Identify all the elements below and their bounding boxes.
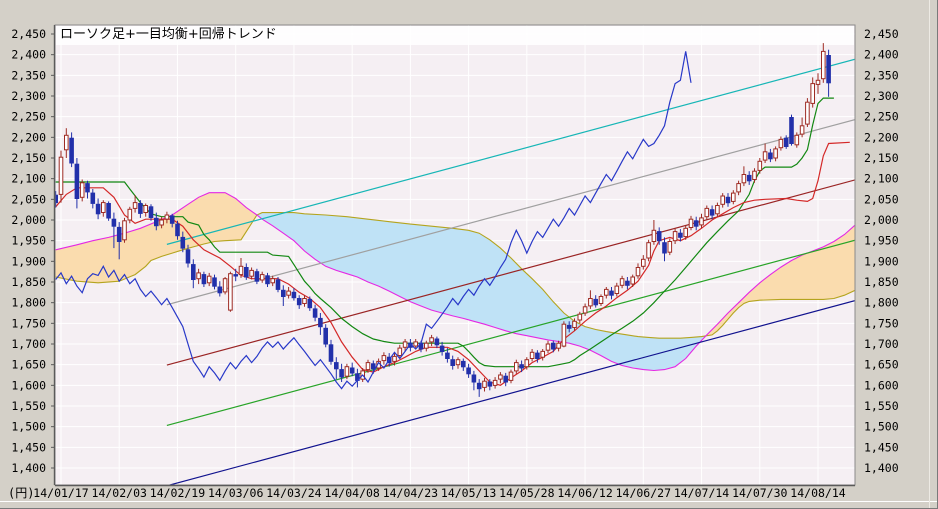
chikou-span-layer (55, 51, 692, 390)
svg-text:1,850: 1,850 (11, 275, 46, 289)
candlestick-layer (55, 43, 831, 397)
svg-text:1,500: 1,500 (11, 420, 46, 434)
svg-text:2,350: 2,350 (11, 68, 46, 82)
svg-text:2,450: 2,450 (11, 27, 46, 41)
svg-text:2,200: 2,200 (11, 130, 46, 144)
svg-text:2,250: 2,250 (11, 110, 46, 124)
svg-text:14/07/14: 14/07/14 (674, 486, 729, 500)
svg-text:1,950: 1,950 (864, 234, 899, 248)
x-axis-labels: 14/01/17 14/02/03 14/02/19 14/03/06 14/03/24… (33, 486, 845, 500)
svg-text:1,500: 1,500 (864, 420, 899, 434)
svg-text:2,000: 2,000 (11, 213, 46, 227)
y-axis-labels: 1,400 1,400 1,450 1,450 1,500 1,500 1,550 1,550… (8, 27, 899, 500)
svg-text:1,550: 1,550 (11, 399, 46, 413)
svg-text:14/05/13: 14/05/13 (441, 486, 496, 500)
svg-text:1,950: 1,950 (11, 234, 46, 248)
svg-text:14/06/12: 14/06/12 (557, 486, 612, 500)
svg-text:1,750: 1,750 (864, 316, 899, 330)
svg-text:1,700: 1,700 (11, 337, 46, 351)
svg-text:2,300: 2,300 (11, 89, 46, 103)
svg-text:2,150: 2,150 (11, 151, 46, 165)
svg-text:2,100: 2,100 (11, 172, 46, 186)
svg-text:14/05/28: 14/05/28 (499, 486, 554, 500)
svg-text:14/07/30: 14/07/30 (732, 486, 787, 500)
svg-text:2,350: 2,350 (864, 68, 899, 82)
svg-text:2,050: 2,050 (11, 192, 46, 206)
svg-text:1,600: 1,600 (11, 378, 46, 392)
svg-text:1,400: 1,400 (864, 461, 899, 475)
svg-text:2,250: 2,250 (864, 110, 899, 124)
svg-text:1,450: 1,450 (864, 440, 899, 454)
svg-text:2,400: 2,400 (11, 48, 46, 62)
ichimoku-cloud-layer (55, 192, 855, 372)
svg-text:14/03/24: 14/03/24 (266, 486, 321, 500)
svg-text:14/04/08: 14/04/08 (324, 486, 379, 500)
svg-text:1,900: 1,900 (11, 254, 46, 268)
svg-text:1,650: 1,650 (864, 358, 899, 372)
svg-text:2,150: 2,150 (864, 151, 899, 165)
svg-text:14/04/23: 14/04/23 (383, 486, 438, 500)
svg-text:14/02/03: 14/02/03 (92, 486, 147, 500)
svg-text:2,450: 2,450 (864, 27, 899, 41)
svg-text:2,100: 2,100 (864, 172, 899, 186)
svg-text:14/06/27: 14/06/27 (616, 486, 671, 500)
svg-text:1,700: 1,700 (864, 337, 899, 351)
svg-text:1,800: 1,800 (864, 296, 899, 310)
regression-trend-layer (166, 58, 855, 485)
svg-text:1,600: 1,600 (864, 378, 899, 392)
grid-layer (55, 25, 855, 485)
chart-legend: ローソク足+一目均衡+回帰トレンド (60, 27, 277, 42)
svg-text:14/08/14: 14/08/14 (790, 486, 845, 500)
svg-text:(円): (円) (8, 486, 34, 500)
svg-text:1,850: 1,850 (864, 275, 899, 289)
svg-text:1,900: 1,900 (864, 254, 899, 268)
svg-text:1,550: 1,550 (864, 399, 899, 413)
svg-text:14/03/06: 14/03/06 (208, 486, 263, 500)
svg-text:2,050: 2,050 (864, 192, 899, 206)
svg-text:1,750: 1,750 (11, 316, 46, 330)
svg-text:2,000: 2,000 (864, 213, 899, 227)
svg-text:14/01/17: 14/01/17 (33, 486, 88, 500)
svg-text:1,800: 1,800 (11, 296, 46, 310)
svg-text:14/02/19: 14/02/19 (150, 486, 205, 500)
svg-text:1,650: 1,650 (11, 358, 46, 372)
svg-text:1,450: 1,450 (11, 440, 46, 454)
svg-text:1,400: 1,400 (11, 461, 46, 475)
svg-text:2,300: 2,300 (864, 89, 899, 103)
svg-text:2,200: 2,200 (864, 130, 899, 144)
svg-text:2,400: 2,400 (864, 48, 899, 62)
